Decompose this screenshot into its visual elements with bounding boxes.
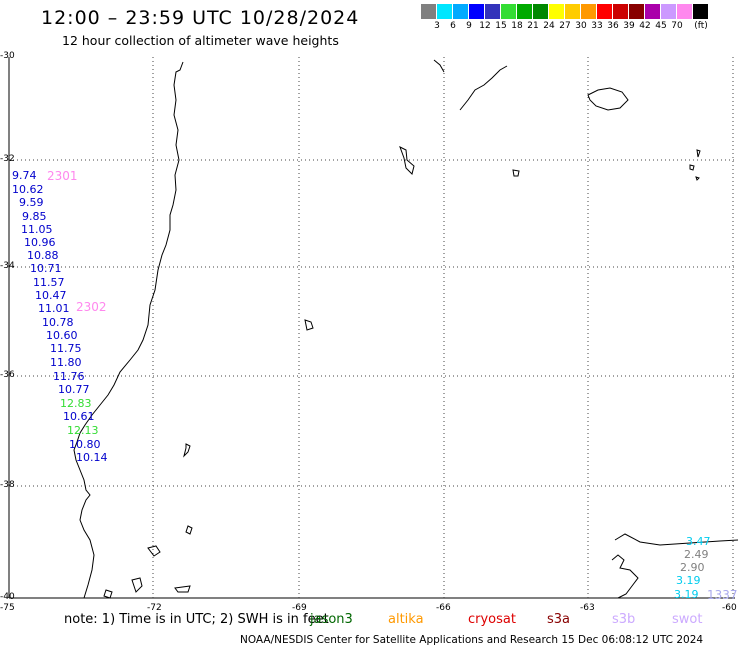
wave-height-value: 11.75 — [50, 342, 82, 355]
longitude-label: -75 — [0, 603, 15, 613]
mission-label-s3b: s3b — [612, 612, 636, 627]
longitude-label: -69 — [292, 603, 307, 613]
pass-time-label: 2301 — [47, 169, 78, 183]
scale-swatch — [533, 4, 549, 19]
scale-label: 24 — [543, 21, 555, 31]
longitude-label: -66 — [436, 603, 451, 613]
scale-swatch — [693, 4, 709, 19]
wave-height-value: 10.62 — [12, 183, 44, 196]
scale-swatch — [437, 4, 453, 19]
footer-credit: NOAA/NESDIS Center for Satellite Applica… — [240, 634, 704, 646]
wave-height-value: 11.01 — [38, 302, 70, 315]
scale-swatch — [645, 4, 661, 19]
longitude-label: -63 — [580, 603, 595, 613]
wave-height-value: 10.96 — [24, 236, 56, 249]
wave-height-value: 10.80 — [69, 438, 101, 451]
scale-swatch — [661, 4, 677, 19]
latitude-label: -30 — [0, 51, 15, 61]
wave-height-value: 3.47 — [686, 535, 711, 548]
wave-height-value: 10.71 — [30, 262, 62, 275]
scale-label: 30 — [575, 21, 587, 31]
wave-height-value: 9.74 — [12, 169, 37, 182]
scale-label: 33 — [591, 21, 603, 31]
latitude-label: -32 — [0, 154, 15, 164]
wave-height-value: 11.05 — [21, 223, 53, 236]
scale-label: 6 — [450, 21, 456, 31]
wave-height-value: 9.59 — [19, 196, 44, 209]
scale-swatch — [501, 4, 517, 19]
wave-height-value: 11.76 — [53, 370, 85, 383]
color-scale — [421, 4, 709, 19]
wave-height-value: 2.90 — [680, 561, 705, 574]
wave-height-value: 10.61 — [63, 410, 95, 423]
graticule — [9, 57, 735, 598]
scale-swatch — [677, 4, 693, 19]
wave-height-value: 9.85 — [22, 210, 47, 223]
scale-label: 15 — [495, 21, 507, 31]
wave-height-value: 10.78 — [42, 316, 74, 329]
wave-height-value: 11.80 — [50, 356, 82, 369]
scale-label: 42 — [639, 21, 651, 31]
scale-label: 39 — [623, 21, 635, 31]
mission-label-jason3: jason3 — [310, 612, 353, 627]
mission-label-swot: swot — [672, 612, 703, 627]
wave-height-value: 3.19 — [676, 574, 701, 587]
scale-label: 3 — [434, 21, 440, 31]
scale-swatch — [549, 4, 565, 19]
note-text: note: 1) Time is in UTC; 2) SWH is in fe… — [64, 612, 329, 627]
wave-height-value: 12.13 — [67, 424, 99, 437]
page-subtitle: 12 hour collection of altimeter wave hei… — [62, 33, 339, 48]
longitude-label: -60 — [722, 603, 737, 613]
scale-label: 45 — [655, 21, 667, 31]
wave-height-value: 12.83 — [60, 397, 92, 410]
wave-height-value: 10.60 — [46, 329, 78, 342]
scale-label: 36 — [607, 21, 619, 31]
scale-label: 21 — [527, 21, 539, 31]
scale-swatch — [565, 4, 581, 19]
scale-swatch — [421, 4, 437, 19]
mission-label-s3a: s3a — [547, 612, 571, 627]
scale-swatch — [453, 4, 469, 19]
scale-swatch — [469, 4, 485, 19]
scale-label: 70 — [671, 21, 683, 31]
latitude-label: -40 — [0, 592, 15, 602]
map-border — [8, 57, 735, 599]
scale-swatch — [517, 4, 533, 19]
scale-label: (ft) — [694, 21, 708, 31]
scale-swatch — [597, 4, 613, 19]
wave-height-value: 11.57 — [33, 276, 65, 289]
scale-swatch — [613, 4, 629, 19]
wave-height-value: 2.49 — [684, 548, 709, 561]
scale-label: 9 — [466, 21, 472, 31]
wave-height-value: 10.47 — [35, 289, 67, 302]
scale-label: 18 — [511, 21, 523, 31]
scale-swatch — [485, 4, 501, 19]
longitude-label: -72 — [147, 603, 162, 613]
wave-height-value: 10.77 — [58, 383, 90, 396]
wave-height-value: 10.88 — [27, 249, 59, 262]
scale-label: 12 — [479, 21, 491, 31]
wave-height-value: 3.19 — [674, 588, 699, 601]
mission-label-altika: altika — [388, 612, 424, 627]
pass-time-label: 2302 — [76, 300, 107, 314]
wave-height-value: 10.14 — [76, 451, 108, 464]
page-title: 12:00 – 23:59 UTC 10/28/2024 — [41, 7, 360, 29]
scale-swatch — [581, 4, 597, 19]
color-scale-labels: 3 6 9 12 15 18 21 24 27 30 33 36 39 42 45 70 (ft) — [421, 21, 740, 33]
scale-label: 27 — [559, 21, 571, 31]
pass-time-label: 1337 — [707, 588, 738, 602]
coastline — [73, 59, 739, 599]
latitude-label: -38 — [0, 480, 15, 490]
latitude-label: -36 — [0, 370, 15, 380]
mission-label-cryosat: cryosat — [468, 612, 516, 627]
scale-swatch — [629, 4, 645, 19]
latitude-label: -34 — [0, 261, 15, 271]
